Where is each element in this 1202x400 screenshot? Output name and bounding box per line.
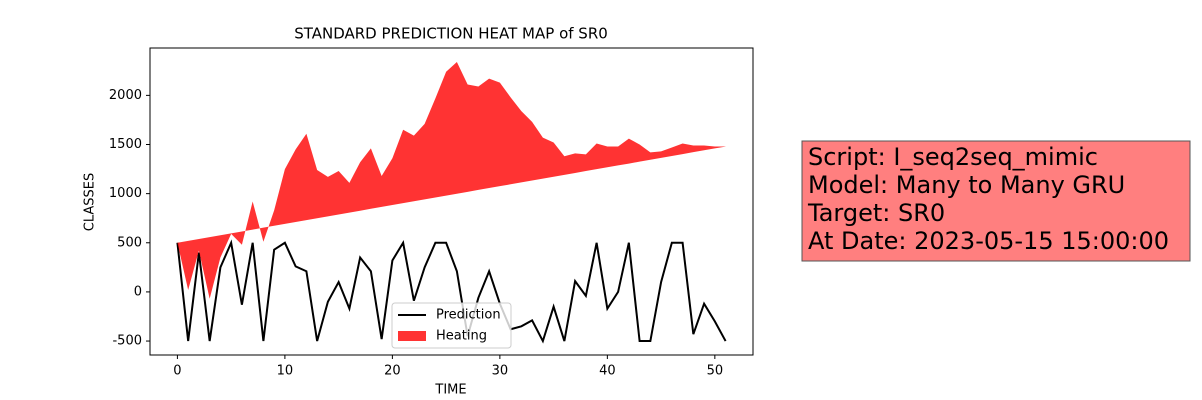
y-tick-label: 0 xyxy=(134,284,142,299)
y-axis-label: CLASSES xyxy=(83,173,98,231)
line xyxy=(176,239,727,344)
annotation-line: Target: SR0 xyxy=(807,199,945,227)
chart-title: STANDARD PREDICTION HEAT MAP of SR0 xyxy=(294,25,608,43)
y-tick-label: 1500 xyxy=(109,137,142,152)
x-tick-label: 40 xyxy=(599,364,616,379)
area xyxy=(177,61,726,299)
x-tick-label: 30 xyxy=(492,364,509,379)
annotation-line: Script: I_seq2seq_mimic xyxy=(808,143,1098,171)
annotation-box xyxy=(801,140,1191,262)
x-tick-label: 20 xyxy=(384,364,401,379)
x-tick-label: 0 xyxy=(173,364,181,379)
y-tick-label: -500 xyxy=(112,334,142,349)
annotation-line: Model: Many to Many GRU xyxy=(808,171,1125,199)
annotation-line: At Date: 2023-05-15 15:00:00 xyxy=(808,227,1169,255)
legend-label: Heating xyxy=(436,329,487,344)
y-tick-label: 1000 xyxy=(109,186,142,201)
legend-label: Prediction xyxy=(436,308,501,323)
x-tick-label: 10 xyxy=(277,364,294,379)
y-tick-label: 2000 xyxy=(109,88,142,103)
x-tick-label: 50 xyxy=(707,364,724,379)
y-tick-label: 500 xyxy=(117,235,142,250)
x-axis-label: TIME xyxy=(434,383,466,398)
legend-swatch xyxy=(398,331,426,341)
plot-frame xyxy=(149,47,754,356)
